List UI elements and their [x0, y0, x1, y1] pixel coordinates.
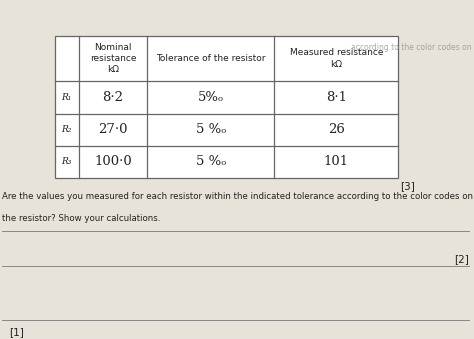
Bar: [55, 36, 398, 178]
Text: 8·2: 8·2: [102, 91, 123, 104]
Text: [1]: [1]: [9, 327, 24, 337]
Text: R₂: R₂: [61, 125, 72, 134]
Text: 8·1: 8·1: [326, 91, 347, 104]
Text: [3]: [3]: [401, 181, 415, 191]
Text: 100·0: 100·0: [94, 155, 132, 168]
Text: R₁: R₁: [61, 93, 72, 102]
Text: [2]: [2]: [455, 255, 469, 264]
Text: ...according to the color codes on: ...according to the color codes on: [344, 42, 472, 52]
Text: Tolerance of the resistor: Tolerance of the resistor: [156, 54, 265, 63]
Text: 5 %ₒ: 5 %ₒ: [196, 123, 226, 136]
Text: 26: 26: [328, 123, 345, 136]
Text: Measured resistance
kΩ: Measured resistance kΩ: [290, 48, 383, 68]
Text: 101: 101: [324, 155, 349, 168]
Text: 5 %ₒ: 5 %ₒ: [196, 155, 226, 168]
Text: Nominal
resistance
kΩ: Nominal resistance kΩ: [90, 43, 136, 74]
Text: 5%ₒ: 5%ₒ: [198, 91, 224, 104]
Text: R₃: R₃: [61, 157, 72, 166]
Text: the resistor? Show your calculations.: the resistor? Show your calculations.: [2, 214, 161, 223]
Text: Are the values you measured for each resistor within the indicated tolerance acc: Are the values you measured for each res…: [2, 192, 474, 201]
Text: 27·0: 27·0: [98, 123, 128, 136]
